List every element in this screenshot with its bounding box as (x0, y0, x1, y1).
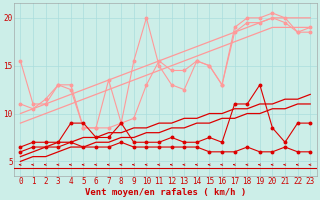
X-axis label: Vent moyen/en rafales ( km/h ): Vent moyen/en rafales ( km/h ) (85, 188, 246, 197)
